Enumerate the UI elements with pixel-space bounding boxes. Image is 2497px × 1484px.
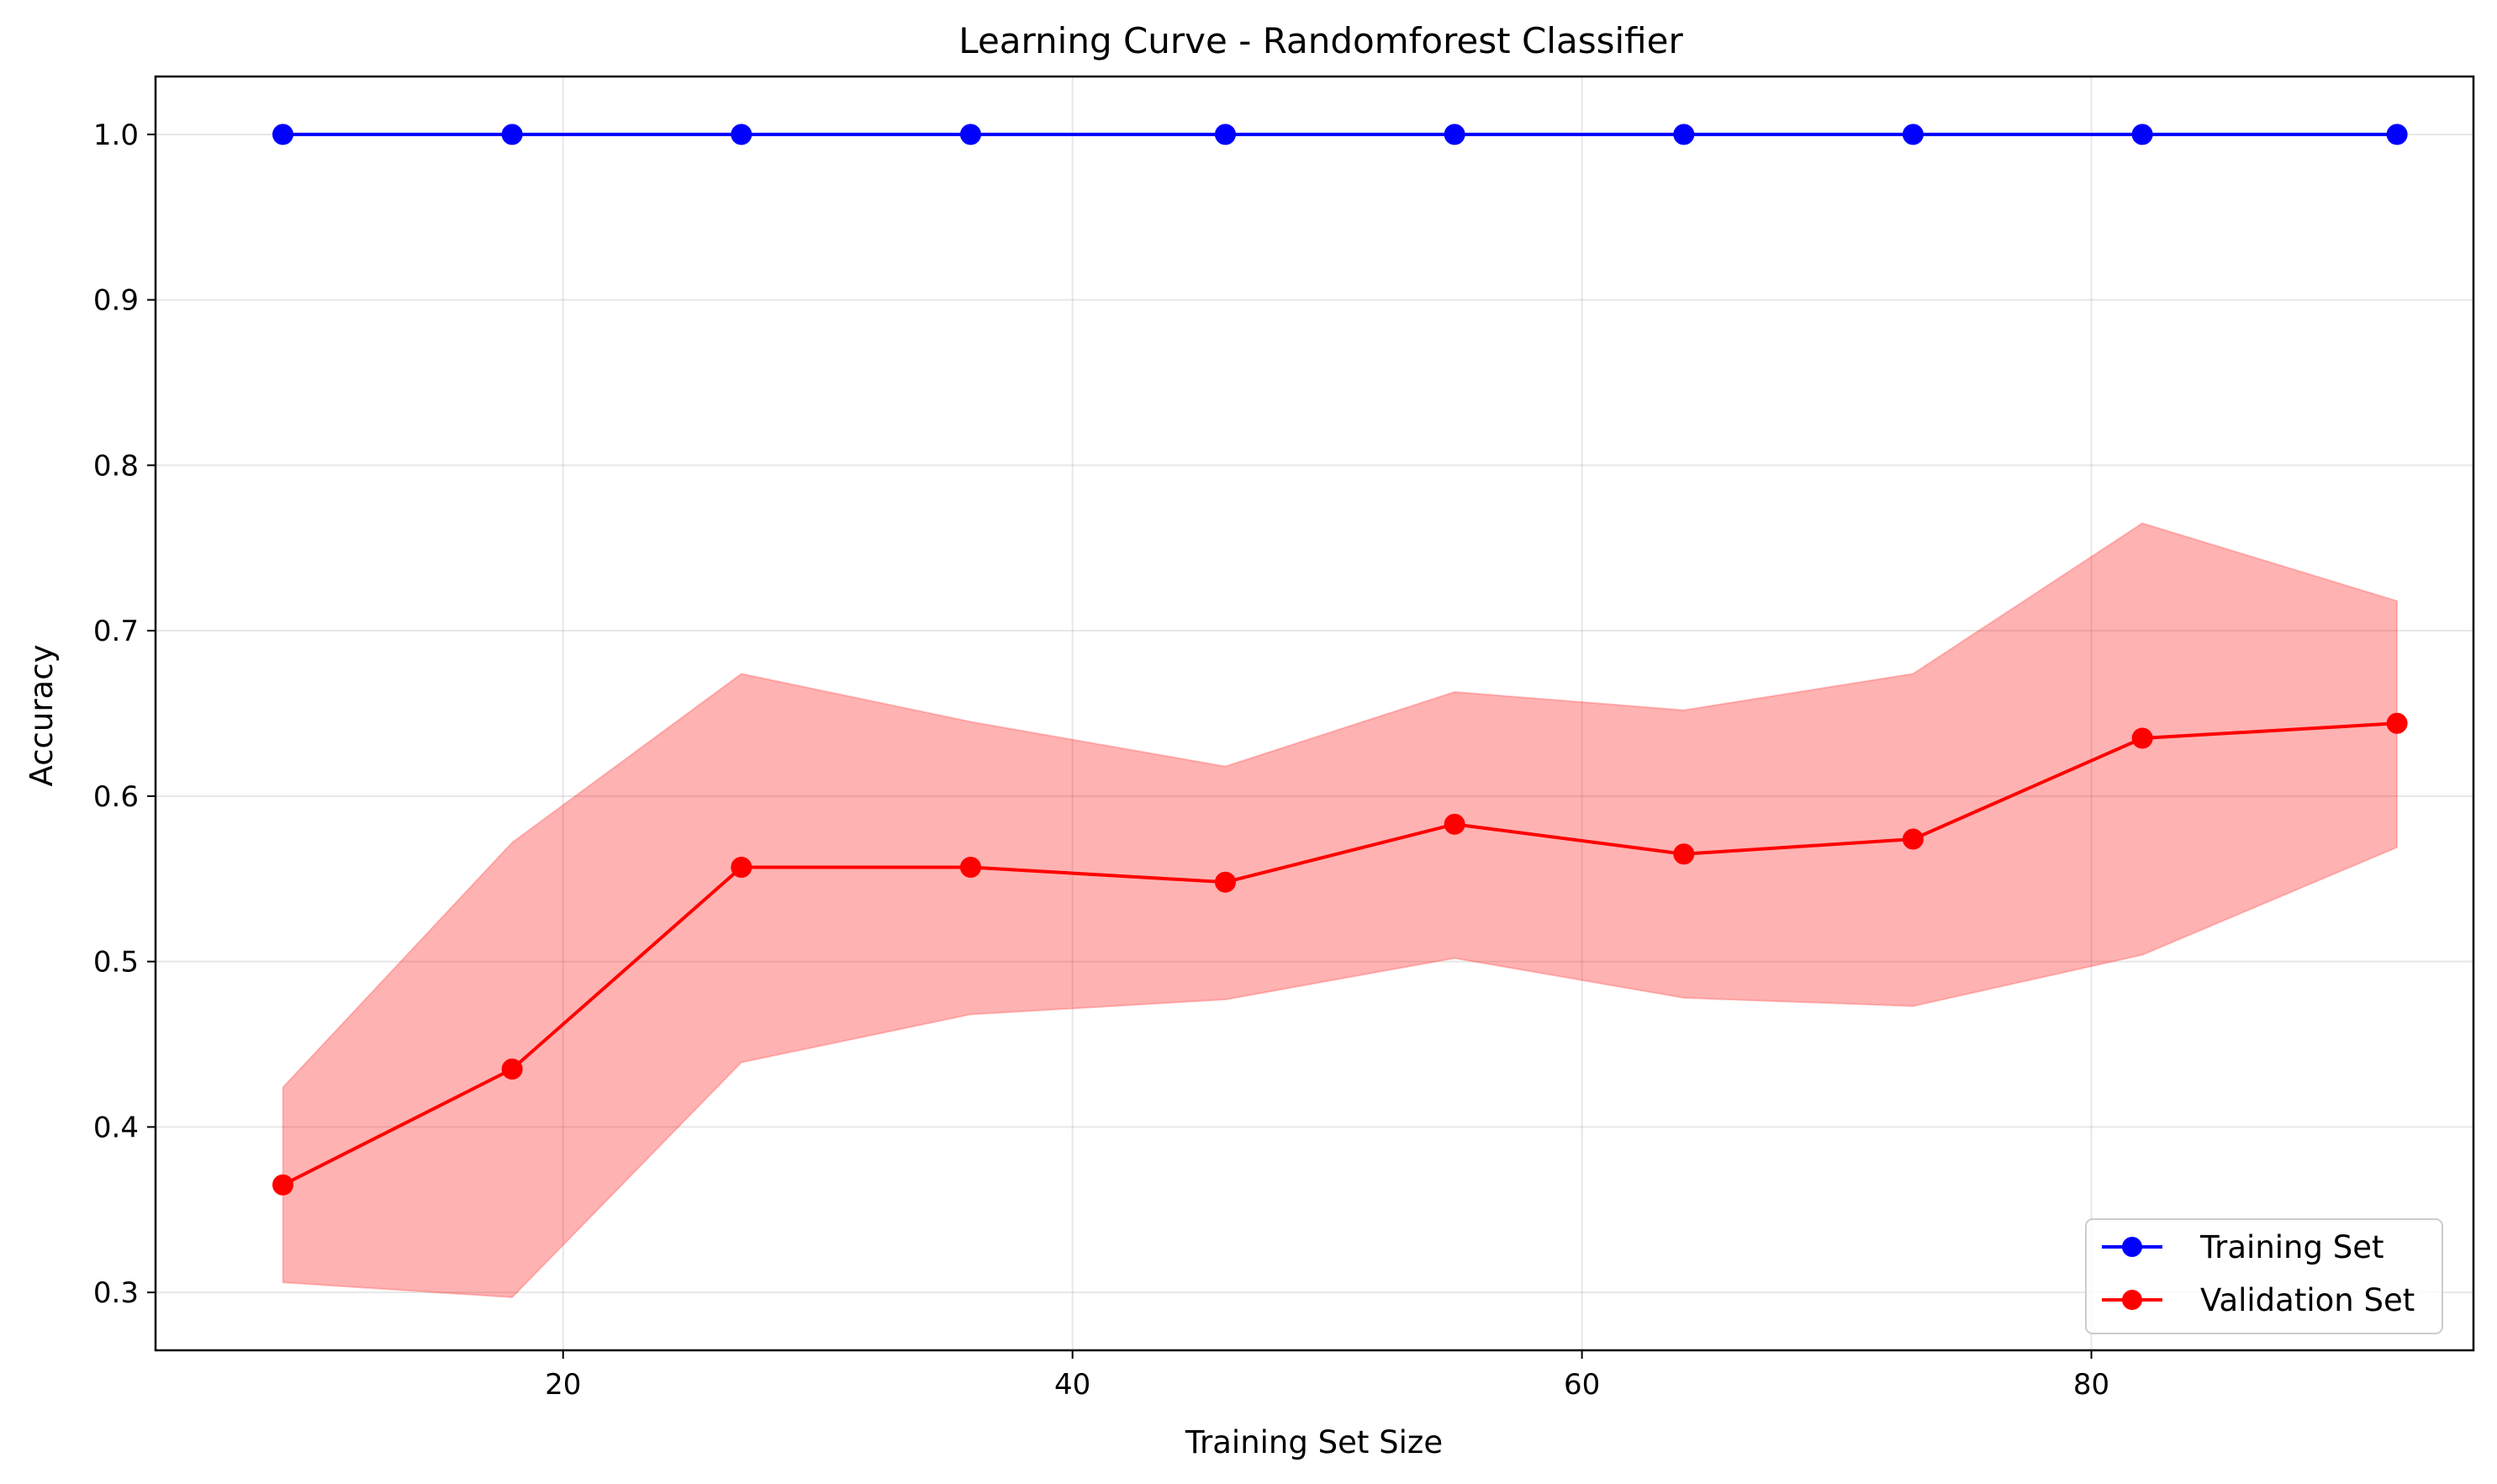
training-set-point <box>959 124 981 145</box>
validation-set-point <box>272 1174 293 1196</box>
legend-validation-set-marker <box>2122 1290 2142 1310</box>
y-tick-label: 0.3 <box>93 1276 139 1310</box>
chart-title: Learning Curve - Randomforest Classifier <box>958 20 1683 61</box>
y-tick-label: 0.9 <box>93 284 139 318</box>
series-markers <box>272 124 2408 1196</box>
training-set-point <box>1444 124 1465 145</box>
validation-set-band <box>282 522 2399 1299</box>
training-set-point <box>2131 124 2153 145</box>
validation-set-point <box>1902 828 1924 850</box>
legend: Training Set Validation Set <box>2085 1218 2443 1334</box>
y-tick-label: 0.4 <box>93 1111 139 1144</box>
legend-validation-set-label: Validation Set <box>2200 1282 2415 1318</box>
x-tick-label: 80 <box>2073 1368 2109 1402</box>
training-set-point <box>2386 124 2408 145</box>
x-axis-ticks: 20 40 60 80 <box>545 1350 2109 1402</box>
validation-set-line <box>282 721 2398 1187</box>
legend-box <box>2085 1218 2443 1334</box>
x-tick-label: 60 <box>1564 1368 1600 1402</box>
confidence-bands <box>282 522 2399 1299</box>
x-axis-label: Training Set Size <box>1185 1424 1443 1460</box>
training-set-point <box>731 124 752 145</box>
validation-set-point <box>1673 843 1695 865</box>
training-set-point <box>1673 124 1695 145</box>
legend-training-set-label: Training Set <box>2199 1229 2384 1265</box>
validation-set-point <box>1214 871 1236 893</box>
y-axis-ticks: 0.3 0.4 0.5 0.6 0.7 0.8 0.9 1.0 <box>93 119 156 1310</box>
plot-area: 20 40 60 80 0.3 0.4 0.5 0.6 0.7 0.8 0.9 1.0 <box>93 75 2475 1402</box>
legend-training-set-marker <box>2122 1237 2142 1257</box>
y-tick-label: 1.0 <box>93 119 139 152</box>
series-lines <box>282 132 2398 1187</box>
validation-set-point <box>2386 712 2408 734</box>
training-set-point <box>272 124 293 145</box>
y-axis-label: Accuracy <box>24 645 60 787</box>
legend-items: Training Set Validation Set <box>2102 1229 2415 1318</box>
y-tick-label: 0.6 <box>93 780 139 814</box>
y-tick-label: 0.8 <box>93 449 139 483</box>
plot-frame <box>154 75 2475 1352</box>
validation-set-point <box>2131 727 2153 749</box>
training-set-point <box>1902 124 1924 145</box>
training-set-point <box>501 124 523 145</box>
y-tick-label: 0.5 <box>93 946 139 980</box>
training-set-point <box>1214 124 1236 145</box>
validation-set-point <box>1444 813 1465 835</box>
y-tick-label: 0.7 <box>93 615 139 648</box>
validation-set-point <box>959 856 981 878</box>
validation-set-point <box>731 856 752 878</box>
x-tick-label: 20 <box>545 1368 581 1402</box>
x-tick-label: 40 <box>1054 1368 1090 1402</box>
validation-set-point <box>501 1059 523 1080</box>
grid-lines <box>156 77 2473 1350</box>
